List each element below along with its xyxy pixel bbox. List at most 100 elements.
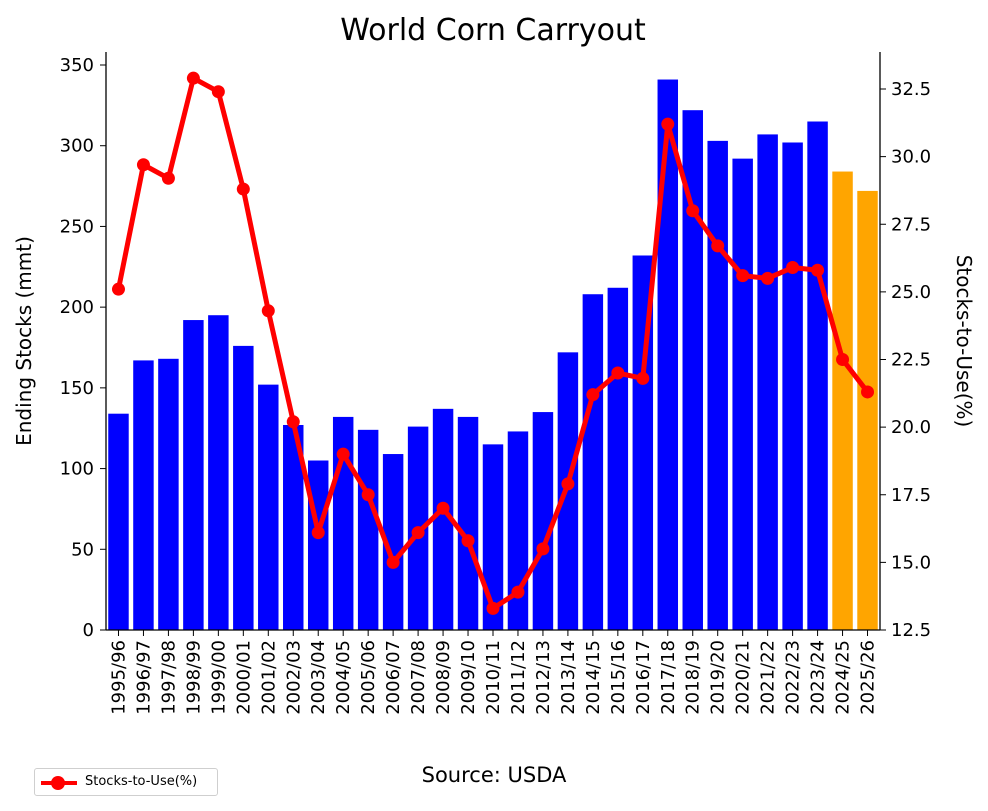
x-tick-label: 2008/09 <box>433 640 454 715</box>
y-tick-label: 350 <box>60 55 94 76</box>
x-tick-label: 2016/17 <box>633 640 654 715</box>
bar-2022/23 <box>782 142 803 631</box>
bar-2010/11 <box>482 444 504 630</box>
x-tick-label: 2017/18 <box>658 640 679 715</box>
point-2022/23 <box>786 261 800 275</box>
point-1997/98 <box>161 171 175 185</box>
point-2008/09 <box>436 501 450 515</box>
legend-label: Stocks-to-Use(%) <box>85 774 198 789</box>
bar-2009/10 <box>457 416 479 630</box>
bar-2023/24 <box>807 121 828 630</box>
x-tick-label: 2004/05 <box>333 640 354 715</box>
point-2001/02 <box>261 304 275 318</box>
x-tick-label: 2014/15 <box>583 640 604 715</box>
bar-2011/12 <box>507 431 529 630</box>
x-tick-label: 2024/25 <box>833 640 854 715</box>
point-2004/05 <box>336 447 350 461</box>
bar-2013/14 <box>557 352 579 630</box>
point-1999/00 <box>211 85 225 99</box>
bar-2001/02 <box>258 384 279 630</box>
bar-2025/26 <box>857 190 878 630</box>
y2-tick-label: 27.5 <box>891 214 931 235</box>
bar-2015/16 <box>607 287 629 630</box>
point-2000/01 <box>236 182 250 196</box>
point-2005/06 <box>361 488 375 502</box>
point-1995/96 <box>111 282 125 296</box>
y2-tick-label: 25.0 <box>891 282 931 303</box>
x-tick-label: 1998/99 <box>183 640 204 715</box>
point-2014/15 <box>586 388 600 402</box>
x-tick-label: 2021/22 <box>758 640 779 715</box>
bar-2008/09 <box>432 408 454 630</box>
bar-2021/22 <box>757 134 778 630</box>
x-tick-label: 2011/12 <box>508 640 529 715</box>
x-tick-label: 2007/08 <box>408 640 429 715</box>
bar-series <box>108 79 878 631</box>
point-2010/11 <box>486 601 500 615</box>
x-tick-label: 2005/06 <box>358 640 379 715</box>
x-tick-label: 1999/00 <box>208 640 229 715</box>
x-tick-label: 2002/03 <box>283 640 304 715</box>
x-tick-label: 2009/10 <box>458 640 479 715</box>
x-tick-label: 2022/23 <box>783 640 804 715</box>
point-2020/21 <box>736 269 750 283</box>
x-tick-labels: 1995/96 1996/97 1997/98 1998/99 1999/00 2000/… <box>108 640 878 715</box>
bar-1996/97 <box>133 360 154 630</box>
x-tick-label: 2012/13 <box>533 640 554 715</box>
y-tick-label: 150 <box>60 378 94 399</box>
x-tick-label: 2010/11 <box>483 640 504 715</box>
point-2025/26 <box>861 385 875 399</box>
bar-2019/20 <box>707 140 728 630</box>
x-tick-label: 2023/24 <box>808 640 829 715</box>
y-tick-label: 300 <box>60 136 94 157</box>
y-tick-labels: 0 50 100 150 200 250 300 350 <box>60 55 94 641</box>
bar-2020/21 <box>732 158 753 630</box>
bar-2014/15 <box>582 294 604 630</box>
source-note: Source: USDA <box>421 763 567 787</box>
point-1998/99 <box>186 71 200 85</box>
point-2002/03 <box>286 415 300 429</box>
x-tick-label: 2001/02 <box>258 640 279 715</box>
point-2009/10 <box>461 534 475 548</box>
y-tick-label: 0 <box>83 620 94 641</box>
legend-marker-swatch <box>51 776 65 790</box>
bar-2012/13 <box>532 412 554 630</box>
y2-axis-label: Stocks-to-Use(%) <box>952 255 976 428</box>
x-tick-label: 2018/19 <box>683 640 704 715</box>
point-2013/14 <box>561 477 575 491</box>
x-tick-label: 2000/01 <box>233 640 254 715</box>
bar-2006/07 <box>382 454 404 630</box>
chart-title: World Corn Carryout <box>340 13 646 48</box>
x-tick-label: 1997/98 <box>158 640 179 715</box>
point-1996/97 <box>136 158 150 172</box>
bar-1998/99 <box>183 320 204 630</box>
y2-tick-labels: 12.5 15.0 17.5 20.0 22.5 25.0 27.5 30.0 32.5 <box>891 79 931 641</box>
y-tick-label: 100 <box>60 459 94 480</box>
bar-1999/00 <box>208 315 229 630</box>
y-axis-label: Ending Stocks (mmt) <box>12 236 36 446</box>
axes <box>100 52 886 636</box>
x-tick-label: 2013/14 <box>558 640 579 715</box>
y2-tick-label: 15.0 <box>891 552 931 573</box>
x-tick-label: 1996/97 <box>133 640 154 715</box>
bar-2005/06 <box>357 429 379 630</box>
point-2007/08 <box>411 526 425 540</box>
bar-2003/04 <box>307 460 329 630</box>
y2-tick-label: 32.5 <box>891 79 931 100</box>
x-tick-label: 2025/26 <box>858 640 879 715</box>
bar-2002/03 <box>283 424 304 630</box>
point-2021/22 <box>761 271 775 285</box>
y2-tick-label: 22.5 <box>891 350 931 371</box>
point-2015/16 <box>611 366 625 380</box>
x-tick-label: 2019/20 <box>708 640 729 715</box>
point-2019/20 <box>711 239 725 253</box>
x-tick-label: 2015/16 <box>608 640 629 715</box>
y2-tick-label: 20.0 <box>891 417 931 438</box>
bar-1997/98 <box>158 358 179 630</box>
bar-2017/18 <box>657 79 679 630</box>
y-tick-label: 200 <box>60 297 94 318</box>
bar-2024/25 <box>832 171 853 631</box>
y2-tick-label: 17.5 <box>891 485 931 506</box>
point-2012/13 <box>536 542 550 556</box>
point-2011/12 <box>511 585 525 599</box>
